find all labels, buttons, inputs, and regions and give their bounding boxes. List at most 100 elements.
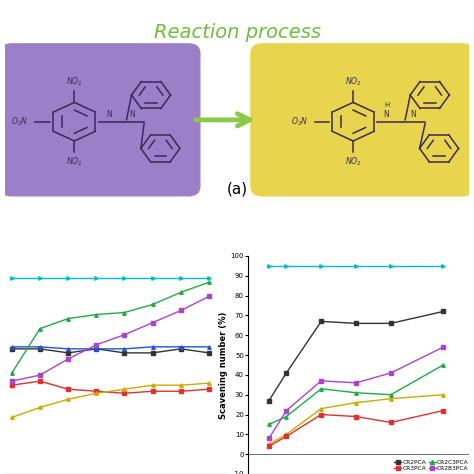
Line: CRMF: CRMF	[10, 379, 211, 395]
CRBF	[9, 378, 15, 384]
CR3PCA	[353, 414, 359, 419]
CS	[150, 383, 155, 388]
Text: Reaction process: Reaction process	[154, 24, 320, 43]
CR2C3PCA	[319, 386, 324, 392]
CRMF	[9, 383, 15, 388]
CR2PCA	[319, 319, 324, 324]
Text: $O_2N$: $O_2N$	[11, 116, 28, 128]
CS	[266, 441, 272, 447]
CRBF	[93, 342, 99, 347]
CR2B3PCA	[319, 378, 324, 383]
CRMF	[150, 388, 155, 394]
CS	[440, 392, 446, 398]
VC	[388, 263, 394, 269]
VC	[37, 275, 43, 281]
CR2PCA	[388, 320, 394, 326]
Text: N: N	[129, 110, 136, 118]
VC	[150, 275, 155, 281]
CS	[206, 380, 212, 386]
CR3PCA	[440, 408, 446, 413]
Y-axis label: Scavening number (%): Scavening number (%)	[219, 311, 228, 419]
CR2C3PCA	[440, 362, 446, 368]
CS	[93, 391, 99, 396]
CRFF	[37, 346, 43, 352]
CRMF	[178, 388, 184, 394]
VC	[65, 275, 71, 281]
Legend: CR2PCA, CR3PCA, CR2C3PCA, CR2B3PCA: CR2PCA, CR3PCA, CR2C3PCA, CR2B3PCA	[392, 457, 471, 473]
CRCF	[178, 290, 184, 295]
CR2C3PCA	[283, 414, 289, 419]
CR3PCA	[283, 434, 289, 439]
CRBF	[178, 308, 184, 313]
VC	[206, 275, 212, 281]
CR2B3PCA	[283, 408, 289, 413]
VC	[440, 263, 446, 269]
Text: $NO_2$: $NO_2$	[345, 75, 362, 88]
CRBF	[122, 332, 128, 337]
VC	[9, 275, 15, 281]
CRBF	[37, 372, 43, 378]
CR2C3PCA	[388, 392, 394, 398]
Line: VC: VC	[267, 264, 445, 268]
CR3PCA	[319, 412, 324, 418]
CR2C3PCA	[353, 390, 359, 396]
CR2B3PCA	[266, 436, 272, 441]
Line: CRBF: CRBF	[10, 295, 211, 383]
Text: H: H	[384, 101, 389, 108]
VC	[353, 263, 359, 269]
CRHMF	[93, 346, 99, 352]
CRCF	[65, 316, 71, 321]
CS	[319, 406, 324, 411]
CRMF	[37, 378, 43, 384]
CRHMF	[9, 344, 15, 350]
CRMF	[93, 388, 99, 394]
CR2B3PCA	[440, 344, 446, 350]
CRBF	[206, 293, 212, 299]
CRCF	[37, 326, 43, 331]
CRHMF	[65, 346, 71, 352]
CRBF	[65, 356, 71, 362]
CRCF	[93, 312, 99, 318]
CR2B3PCA	[353, 380, 359, 386]
Line: CS: CS	[267, 393, 445, 446]
CRFF	[65, 350, 71, 356]
CR2B3PCA	[388, 370, 394, 376]
Line: CR2B3PCA: CR2B3PCA	[267, 346, 445, 440]
CRFF	[178, 346, 184, 352]
CS	[283, 431, 289, 437]
CRHMF	[37, 344, 43, 350]
CS	[37, 404, 43, 410]
CR2PCA	[266, 398, 272, 403]
CS	[65, 396, 71, 402]
CR3PCA	[388, 419, 394, 425]
CR2C3PCA	[266, 421, 272, 427]
Line: CRFF: CRFF	[10, 347, 211, 355]
VC	[266, 263, 272, 269]
CR2PCA	[353, 320, 359, 326]
CRMF	[206, 386, 212, 392]
FancyBboxPatch shape	[0, 44, 200, 196]
CRHMF	[206, 344, 212, 350]
VC	[319, 263, 324, 269]
CS	[9, 415, 15, 420]
CRFF	[9, 346, 15, 352]
Text: $O_2N$: $O_2N$	[291, 116, 308, 128]
CRCF	[150, 301, 155, 307]
CR2PCA	[440, 309, 446, 314]
CRHMF	[150, 344, 155, 350]
CS	[178, 383, 184, 388]
CS	[122, 386, 128, 392]
Line: CR2PCA: CR2PCA	[267, 310, 445, 402]
Line: VC: VC	[10, 276, 211, 280]
Line: CS: CS	[10, 382, 211, 419]
VC	[178, 275, 184, 281]
Line: CR3PCA: CR3PCA	[267, 409, 445, 448]
VC	[122, 275, 128, 281]
CS	[388, 396, 394, 401]
CRHMF	[178, 344, 184, 350]
CRFF	[150, 350, 155, 356]
Line: CRCF: CRCF	[10, 281, 211, 375]
CRMF	[65, 386, 71, 392]
CR2PCA	[283, 370, 289, 376]
CRHMF	[122, 346, 128, 352]
